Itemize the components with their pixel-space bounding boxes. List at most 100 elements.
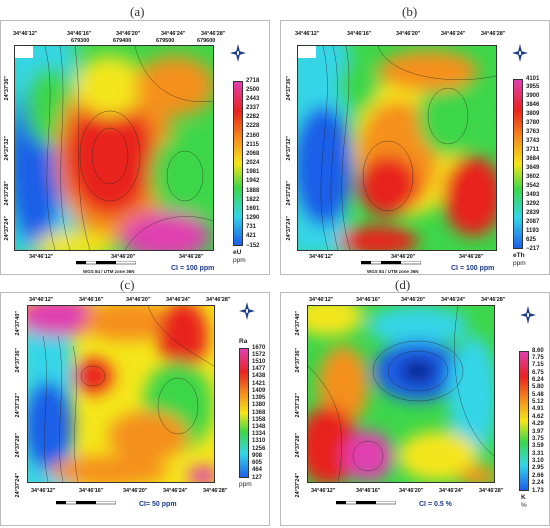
legend-tick-label: 1421 [252,380,266,387]
scale-bar [75,260,146,267]
top-coord: 34°46'28" [201,31,226,37]
legend-tick-label: 3542 [526,182,540,189]
left-coord: 24°37'36" [4,76,10,101]
map-ra [27,305,215,483]
legend-tick-label: 7.15 [532,362,544,369]
legend-tick-label: 3763 [526,129,540,136]
legend-tick-label: 2024 [246,160,260,166]
legend-tick-label: 2443 [246,95,260,102]
legend-tick-label: 3955 [526,84,540,91]
legend-tick-label: 1477 [252,366,266,373]
legend-tick-label: 2.66 [532,472,544,479]
map-eu [14,45,214,251]
bottom-coord: 34°46'16" [79,488,104,494]
top-coord: 34°46'24" [441,297,466,303]
bottom-coord: 34°46'28" [179,254,204,260]
top-utm: 679400 [113,38,132,44]
panel-c: 34°46'12" 34°46'16" 34°46'20" 34°46'24" … [0,292,270,526]
legend-tick-label: 3684 [526,156,540,163]
legend-tick-label: 1380 [252,402,266,409]
legend-tick-label: 3711 [526,147,540,154]
unit-symbol: Ra [239,338,248,345]
top-coord: 34°46'28" [481,31,506,37]
legend-tick-label: 3846 [526,102,540,109]
legend-tick-label: 3.75 [532,435,544,442]
legend-tick-label: 3649 [526,164,540,171]
left-coord: 24°37'24" [4,216,10,241]
panel-label-a: (a) [130,4,145,19]
legend-tick-label: 1888 [246,187,260,194]
unit-label: ppm [513,260,526,267]
legend-tick-label: 127 [252,474,263,481]
top-coord: 34°46'28" [206,297,231,303]
legend-tick-label: −152 [246,242,260,249]
bottom-coord: 34°46'20" [123,488,148,494]
left-coord: 24°37'32" [286,136,292,161]
legend-tick-label: 1670 [252,344,266,351]
top-coord: 34°46'24" [161,31,186,37]
top-coord: 34°46'24" [166,297,191,303]
bottom-coord: 34°46'24" [163,488,188,494]
legend-tick-label: 1981 [246,169,260,176]
left-coord: 24°37'36" [15,348,21,373]
legend-tick-label: 5.48 [532,391,544,398]
legend-tick-label: 1822 [246,196,260,203]
legend-tick-label: 1510 [252,358,266,365]
panel-b: 34°46'12" 34°46'16" 34°46'20" 34°46'24" … [280,20,550,275]
legend-tick-label: 2228 [246,123,260,130]
legend-tick-label: 4101 [526,75,540,82]
legend-tick-label: 5.80 [532,384,544,391]
legend-tick-label: 5.12 [532,399,544,406]
bottom-coord: 34°46'12" [309,254,334,260]
projection-label: WGS 84 / UTM zone 36N [367,269,419,274]
legend-tick-label: 3292 [526,200,540,207]
top-utm: 679300 [71,38,90,44]
legend-tick-label: 3493 [526,191,540,198]
legend-tick-label: 421 [246,233,257,240]
north-arrow-icon [519,305,537,325]
panel-a: 34°46'12" 34°46'16" 34°46'20" 34°46'24" … [0,20,270,275]
legend-tick-label: 625 [526,236,537,243]
legend-tick-label: 2.95 [532,465,544,472]
north-arrow-icon [238,301,256,321]
projection-label: WGS 84 / UTM zone 36N [83,269,135,274]
left-coord: 24°37'24" [295,473,301,498]
bottom-coord: 34°46'20" [111,254,136,260]
bottom-coord: 34°46'12" [311,488,336,494]
legend-tick-label: 464 [252,467,263,474]
panel-label-c: (c) [120,277,135,292]
legend-tick-label: 1193 [526,227,540,234]
legend-tick-label: 1409 [252,387,266,394]
legend-tick-label: 605 [252,460,263,467]
legend-tick-label: 3.31 [532,450,544,457]
top-coord: 34°46'16" [356,297,381,303]
legend-tick-label: 3.10 [532,458,544,465]
legend-tick-label: −217 [526,245,540,252]
color-bar [239,348,249,478]
bottom-coord: 34°46'12" [29,254,54,260]
legend-tick-label: 6.24 [532,376,544,383]
top-utm: 679500 [156,38,175,44]
left-coord: 24°37'24" [15,473,21,498]
legend-tick-label: 3743 [526,138,540,145]
legend-tick-label: 3809 [526,111,540,118]
legend-tick-label: 3780 [526,120,540,127]
contour-interval: CI = 100 ppm [451,265,495,272]
bottom-coord: 34°46'28" [459,254,484,260]
legend-tick-label: 1256 [252,445,266,452]
left-coord: 24°37'24" [286,216,292,241]
legend-tick-label: 1368 [252,409,266,416]
map-eth [297,45,497,251]
bottom-coord: 34°46'16" [356,488,381,494]
top-coord: 34°46'16" [67,31,92,37]
scale-bar [55,500,126,507]
legend-tick-label: 1334 [252,431,266,438]
scale-bar [335,500,406,507]
left-coord: 24°37'32" [295,393,301,418]
bottom-coord: 34°46'28" [203,488,228,494]
north-arrow-icon [511,43,529,63]
color-bar [513,79,523,249]
left-coord: 24°37'28" [295,433,301,458]
legend-tick-label: 1572 [252,351,266,358]
contour-interval: CI = 0.5 % [419,501,452,508]
